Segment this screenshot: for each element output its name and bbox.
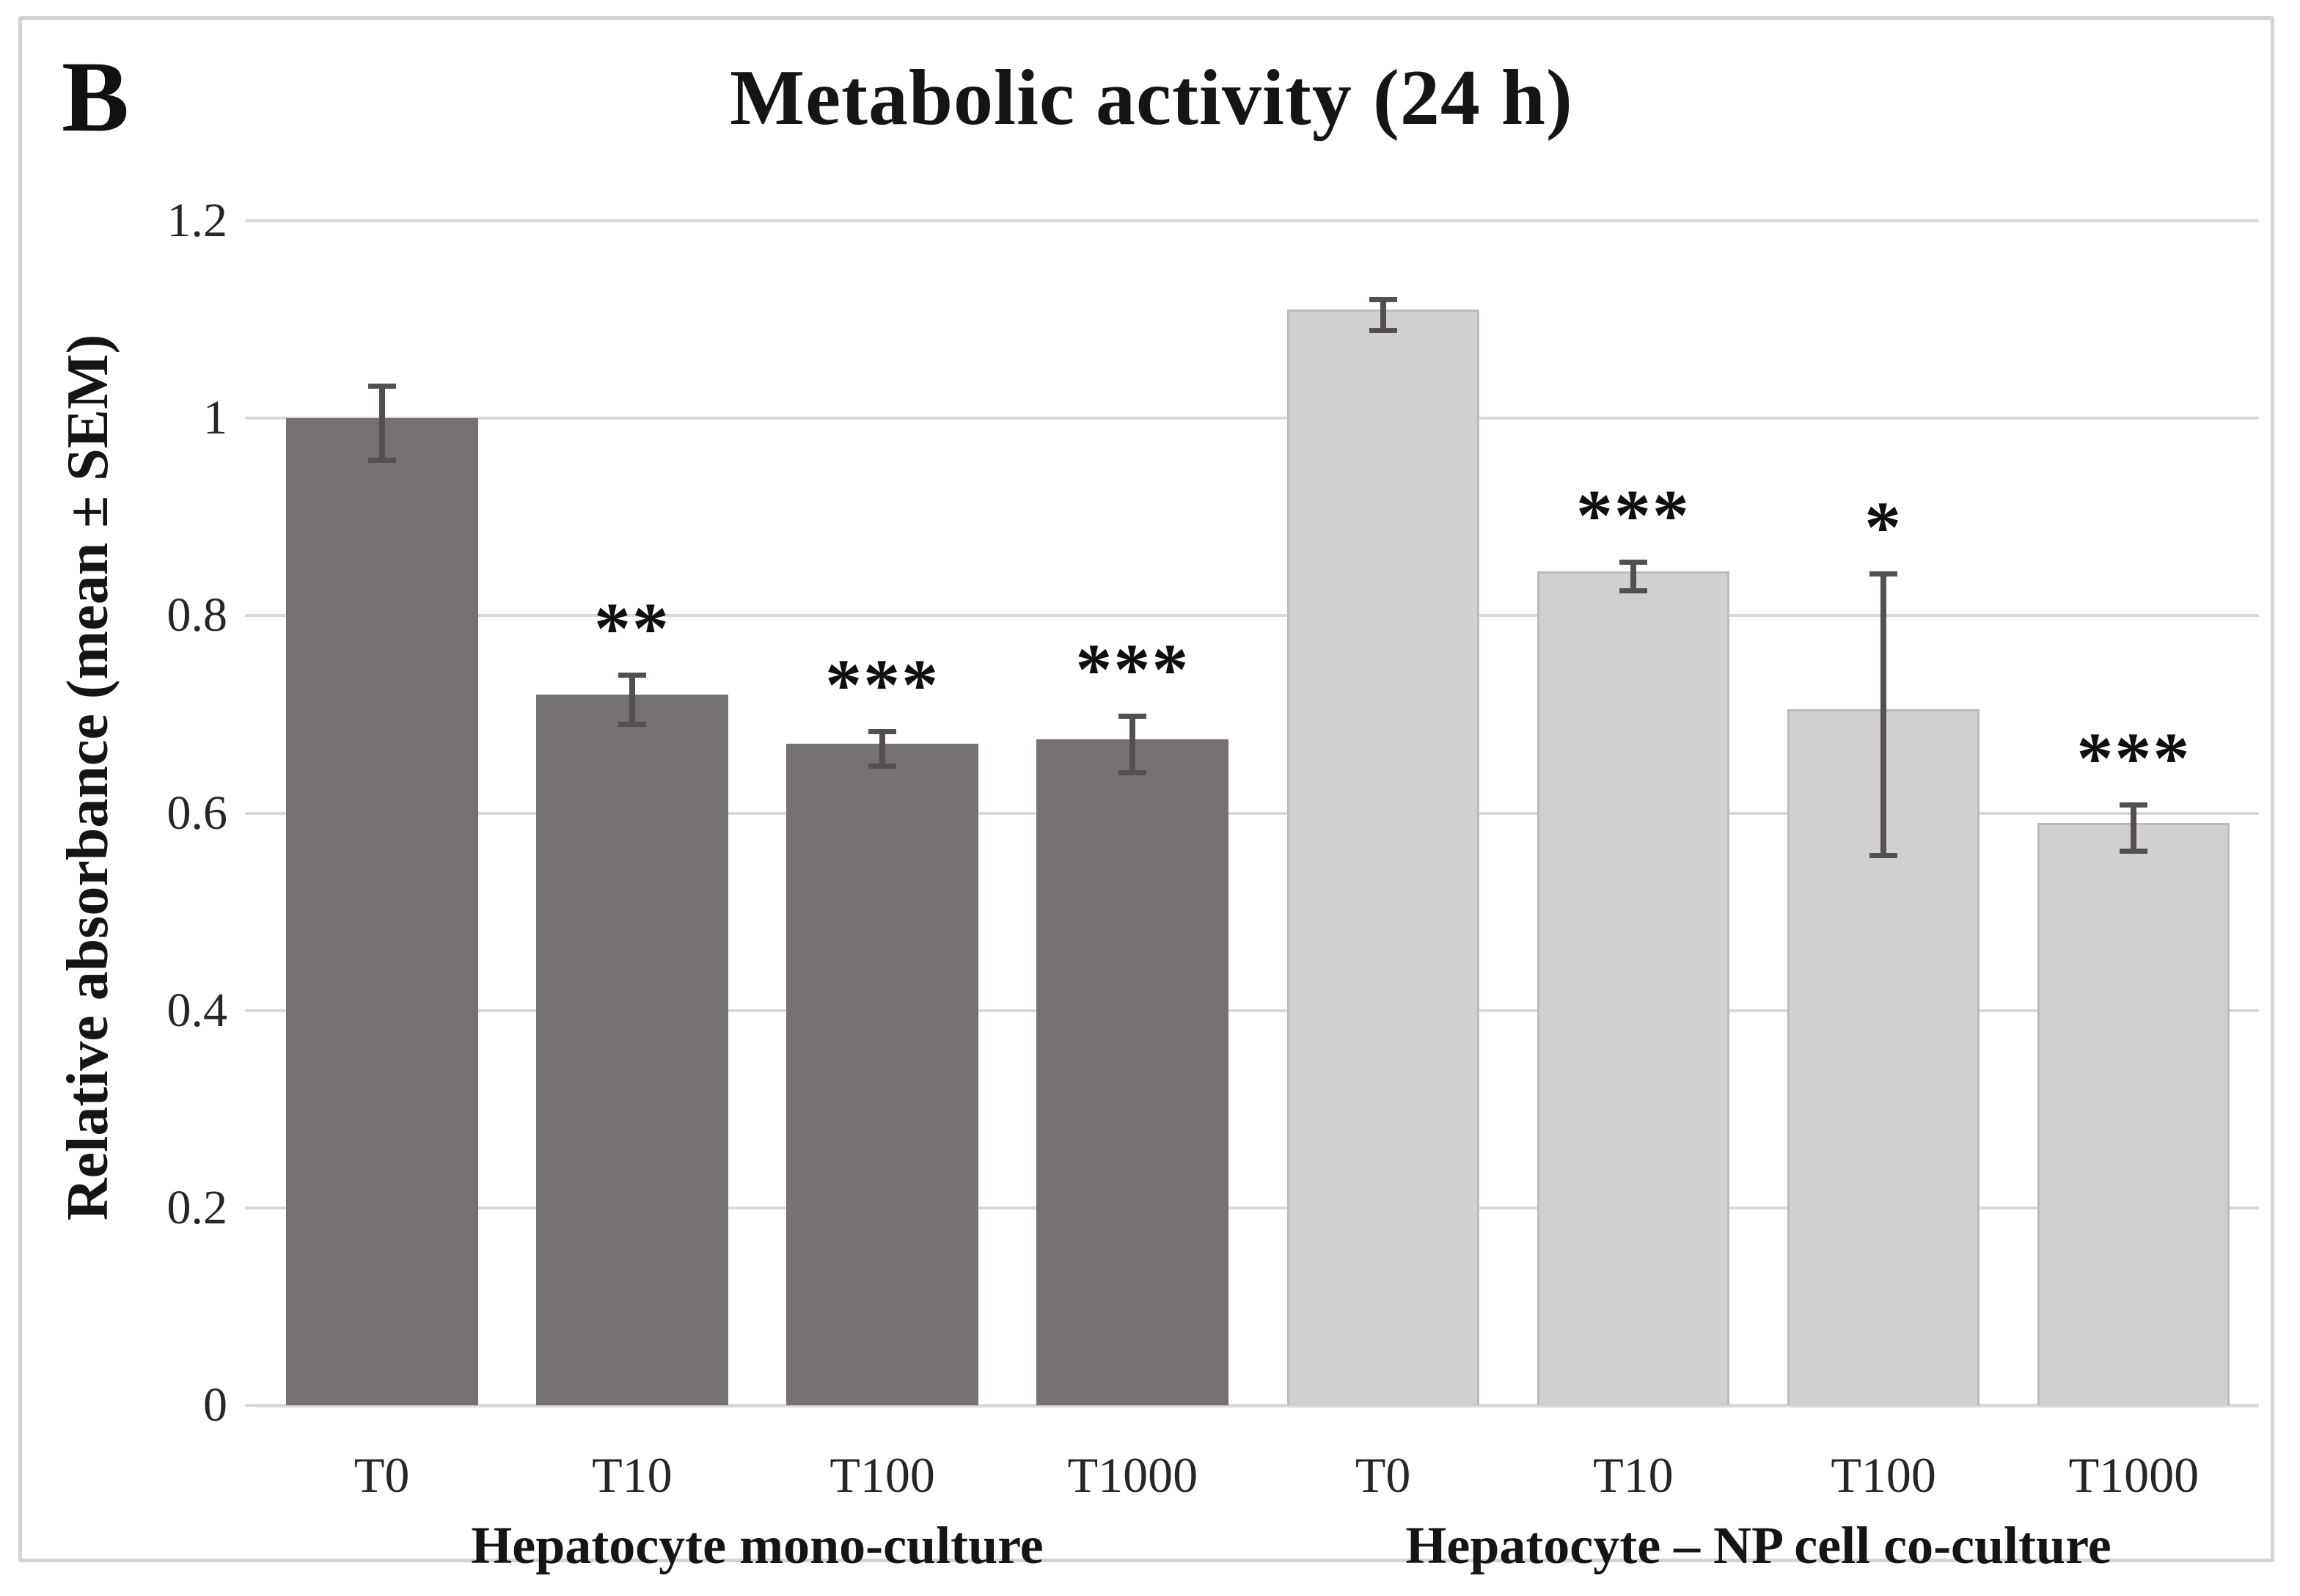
y-axis-tick: [245, 1207, 257, 1209]
significance-stars: *: [1864, 486, 1903, 568]
bar: [1036, 739, 1229, 1405]
error-bar: [1619, 559, 1647, 593]
y-tick-label: 0.8: [166, 588, 228, 642]
x-category-label: T1000: [1067, 1447, 1198, 1503]
x-category-label: T100: [829, 1447, 935, 1503]
error-bar: [367, 384, 396, 464]
significance-stars: ***: [1575, 474, 1691, 556]
panel-label: B: [62, 40, 130, 153]
significance-stars: ***: [825, 644, 940, 726]
gridline: [257, 614, 2259, 617]
x-category-label: T10: [592, 1447, 673, 1503]
gridline: [257, 219, 2259, 222]
gridline: [257, 417, 2259, 420]
y-axis-tick: [245, 1404, 257, 1407]
gridline: [257, 1404, 2259, 1408]
error-bar: [2120, 802, 2148, 854]
x-category-label: T0: [1355, 1447, 1411, 1503]
bar: [786, 744, 979, 1405]
gridline: [257, 1009, 2259, 1012]
error-bar: [1118, 713, 1147, 775]
significance-stars: ***: [2076, 717, 2191, 799]
bar: [535, 695, 728, 1405]
y-axis-title: Relative absorbance (mean ± SEM): [56, 334, 120, 1221]
error-bar: [618, 673, 646, 727]
x-category-label: T0: [354, 1447, 410, 1503]
y-axis-tick: [245, 417, 257, 420]
y-axis-tick: [245, 219, 257, 222]
significance-stars: ***: [1075, 628, 1190, 710]
x-group-label: Hepatocyte mono-culture: [471, 1516, 1044, 1575]
error-bar: [1869, 571, 1898, 858]
y-axis-tick: [245, 614, 257, 617]
error-bar: [868, 729, 897, 769]
bar: [1286, 310, 1479, 1405]
y-tick-label: 0: [203, 1378, 227, 1432]
chart-title: Metabolic activity (24 h): [730, 54, 1573, 142]
gridline: [257, 1207, 2259, 1209]
y-tick-label: 1: [203, 391, 227, 444]
y-tick-label: 0.6: [166, 786, 228, 840]
bar: [1537, 571, 1729, 1405]
x-group-label: Hepatocyte – NP cell co-culture: [1405, 1516, 2112, 1575]
significance-stars: **: [593, 587, 670, 670]
gridline: [257, 812, 2259, 815]
y-tick-label: 1.2: [166, 194, 228, 247]
y-tick-label: 0.4: [166, 984, 228, 1037]
x-category-label: T1000: [2068, 1447, 2200, 1503]
y-axis-tick: [245, 812, 257, 815]
bar: [285, 418, 478, 1405]
error-bar: [1369, 296, 1397, 333]
y-tick-label: 0.2: [166, 1181, 228, 1234]
y-axis-tick: [245, 1009, 257, 1012]
x-category-label: T10: [1593, 1447, 1674, 1503]
x-category-label: T100: [1831, 1447, 1936, 1503]
bar: [2037, 822, 2230, 1405]
